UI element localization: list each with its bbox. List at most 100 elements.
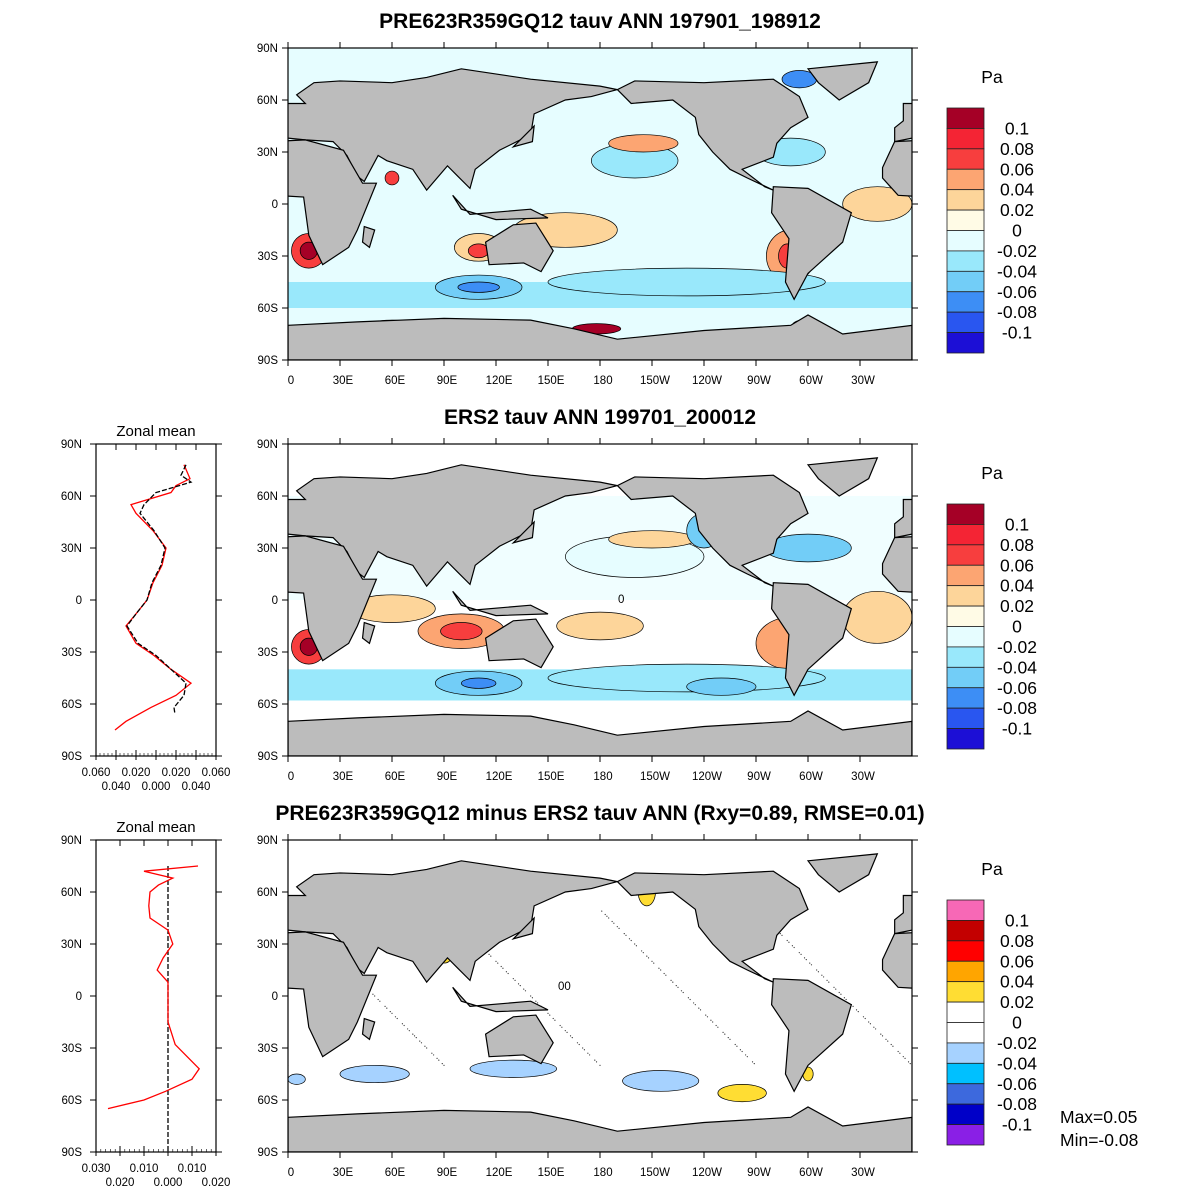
significance-dot [514, 979, 516, 981]
significance-dot [705, 1014, 707, 1016]
contour-region [1059, 671, 1146, 695]
colorbar-box [946, 524, 985, 546]
land-mass [770, 978, 853, 1093]
lat-label: 30S [258, 647, 279, 659]
colorbar-box [946, 332, 985, 354]
land-mass [1110, 619, 1178, 668]
contour-region [556, 611, 644, 641]
significance-dot [660, 969, 662, 971]
land-mass [361, 225, 376, 249]
contour-region [142, 230, 191, 282]
significance-dot [672, 981, 674, 983]
significance-dot [441, 1063, 443, 1065]
colorbar-box [946, 128, 985, 150]
significance-dot [547, 1012, 549, 1014]
colorbar-box [946, 230, 985, 252]
colorbar-label: 0.06 [1000, 951, 1034, 971]
significance-dot [587, 1052, 589, 1054]
contour-region [717, 1084, 767, 1103]
contour-region [0, 1071, 75, 1092]
land-mass [1110, 223, 1178, 272]
significance-dot [710, 1019, 712, 1021]
significance-dot [559, 1024, 561, 1027]
lat-label: 0 [76, 595, 82, 607]
significance-dot [809, 962, 811, 964]
land-mass [806, 61, 879, 101]
stat-max: Max=0.05 [1060, 1107, 1137, 1127]
zonal-mean-1-title: Zonal mean [116, 423, 195, 440]
colorbar-label: -0.08 [997, 1094, 1037, 1114]
significance-dot [845, 998, 847, 1001]
lon-label: 180 [593, 1167, 612, 1179]
land-mass [894, 102, 912, 143]
lat-label: 90S [62, 1147, 83, 1159]
difference-zonal-mean-line [107, 865, 201, 1110]
significance-dot [623, 933, 625, 935]
significance-dot [741, 1050, 743, 1053]
significance-dot [800, 953, 802, 955]
colorbar-label: 0.04 [1000, 972, 1034, 992]
significance-dot [443, 1064, 445, 1066]
lat-label: 30N [257, 939, 278, 951]
lat-label: 30N [61, 939, 82, 951]
significance-dot [408, 1030, 410, 1032]
significance-dot [396, 1017, 398, 1020]
significance-dot [611, 920, 613, 923]
significance-dot [488, 953, 490, 955]
colorbar-box [946, 564, 985, 587]
significance-dot [753, 1063, 755, 1065]
significance-dot [431, 1052, 433, 1054]
land-mass [1137, 522, 1158, 543]
significance-dot [909, 1063, 911, 1065]
lon-label: 120W [692, 375, 722, 387]
lat-label: 90N [61, 835, 82, 847]
land-mass [452, 590, 549, 617]
contour-region [915, 629, 950, 664]
significance-dot [706, 1016, 709, 1018]
panel-3-title: PRE623R359GQ12 minus ERS2 tauv ANN (Rxy=… [275, 802, 924, 825]
land-mass [1137, 126, 1158, 147]
contour-region [1061, 953, 1075, 963]
significance-dot [712, 1021, 714, 1023]
colorbar-label: -0.02 [997, 1033, 1037, 1053]
colorbar-label: 0.02 [1000, 992, 1034, 1012]
significance-dot [653, 962, 655, 964]
lon-label: 30W [851, 1167, 875, 1179]
significance-dot [852, 1005, 854, 1007]
colorbar-box [946, 1042, 985, 1064]
colorbar-box [946, 168, 985, 191]
significance-dot [630, 939, 632, 942]
significance-dot [391, 1012, 393, 1014]
contour-region [622, 1070, 700, 1092]
significance-dot [519, 985, 521, 987]
lat-label: 90N [257, 835, 278, 847]
contour-region [460, 677, 497, 689]
significance-dot [549, 1014, 551, 1016]
colorbar-label: -0.08 [997, 302, 1037, 322]
significance-dot [646, 955, 648, 957]
contour-region [339, 1064, 410, 1084]
lat-label: 30S [62, 647, 83, 659]
lon-label: 150W [640, 771, 670, 783]
significance-dot [873, 1026, 875, 1028]
significance-dot [779, 933, 781, 935]
lon-label: 90W [747, 375, 771, 387]
lon-label: 150W [640, 1167, 670, 1179]
lon-label: 0 [288, 375, 294, 387]
lon-label: 30W [851, 375, 875, 387]
colorbar-label: 0.02 [1000, 200, 1034, 220]
contour-region [168, 320, 189, 330]
lon-label: 90E [437, 375, 458, 387]
contour-region [132, 138, 201, 166]
lon-label: 90W [747, 1167, 771, 1179]
contour-region [1172, 268, 1200, 296]
x-tick-label: 0.020 [202, 1177, 231, 1189]
lat-label: 60S [62, 699, 83, 711]
significance-dot [658, 967, 660, 969]
significance-dot [599, 1064, 601, 1066]
lat-label: 90S [258, 751, 279, 763]
lat-label: 90N [257, 43, 278, 55]
significance-dot [595, 1061, 598, 1063]
colorbar-label: 0.1 [1005, 910, 1029, 930]
lat-label: 0 [272, 991, 278, 1003]
